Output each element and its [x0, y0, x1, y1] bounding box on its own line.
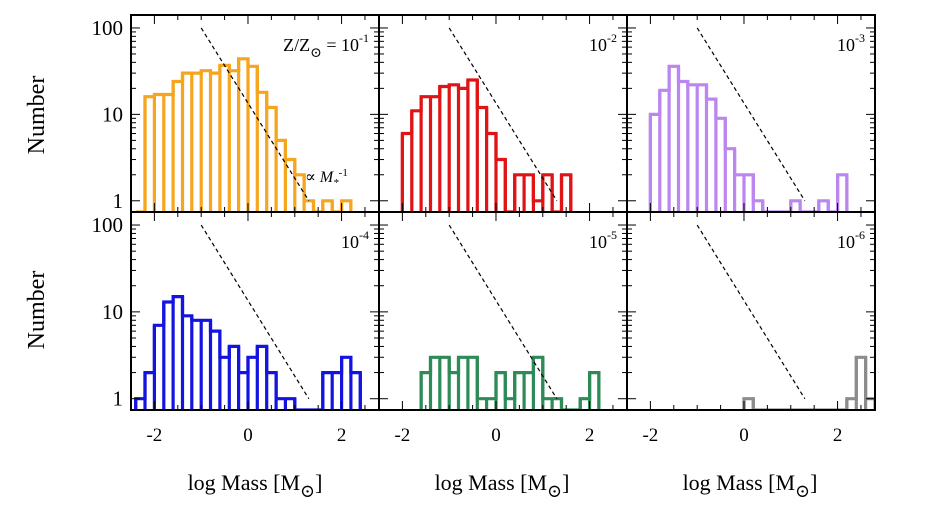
histogram-bin-edges [400, 80, 573, 212]
x-tick-label: 2 [337, 425, 347, 446]
reference-line [696, 224, 806, 400]
metallicity-exponent: -1 [359, 31, 369, 45]
x-axis-label-middle: log Mass [M⊙] [435, 470, 570, 501]
histogram-bin-edges [648, 66, 849, 212]
y-tick-label: 1 [113, 189, 124, 213]
x-tick-label: 2 [585, 425, 595, 446]
metallicity-label: Z/Z⊙ = 10-1 [283, 31, 369, 61]
annotation-text: ∝ M [305, 169, 335, 186]
panel-Z=1e-2: 10-2 [378, 14, 628, 213]
panel-Z=1e-6: -2 0 2 10-6 [626, 211, 876, 446]
x-tick-label: 0 [491, 425, 501, 446]
reference-line [200, 224, 310, 400]
metallicity-label: 10-3 [837, 31, 865, 55]
metallicity-base: 10 [589, 232, 607, 252]
x-axis-label-left: log Mass [M⊙] [188, 470, 323, 501]
panel-Z=1e-3: 10-3 [626, 14, 876, 213]
histogram-bin-edges [143, 58, 353, 212]
x-axis-label-text: log Mass [M [683, 470, 795, 495]
y-axis-label-bottom: Number [24, 271, 50, 350]
histogram-bin-edges [742, 357, 875, 410]
sun-symbol-icon: ⊙ [300, 481, 315, 501]
histogram-bars [419, 355, 601, 410]
y-tick-label: 10 [102, 300, 123, 324]
x-axis-label-close: ] [315, 470, 322, 495]
y-tick-label: 10 [102, 102, 123, 126]
metallicity-exponent: -2 [607, 31, 617, 45]
histogram-bin-edges [134, 296, 362, 410]
x-tick-label: -2 [394, 425, 410, 446]
metallicity-base: 10 [837, 35, 855, 55]
sun-symbol-icon: ⊙ [795, 481, 810, 501]
metallicity-exponent: -3 [855, 31, 865, 45]
x-tick-label: 2 [833, 425, 843, 446]
metallicity-exponent: -4 [359, 228, 369, 242]
histogram-bars [648, 64, 849, 212]
histogram-bars [400, 78, 573, 212]
reference-line [200, 27, 310, 202]
y-tick-label: 1 [113, 387, 124, 411]
x-axis-label-text: log Mass [M [188, 470, 300, 495]
power-law-annotation: ∝ M*-1 [305, 167, 348, 189]
y-tick-label: 100 [92, 213, 124, 237]
metallicity-label: 10-6 [837, 228, 865, 252]
reference-line [696, 27, 806, 202]
x-tick-label: -2 [146, 425, 162, 446]
x-tick-label: 0 [243, 425, 253, 446]
x-tick-label: -2 [642, 425, 658, 446]
histogram-bars [135, 57, 353, 212]
sun-symbol-icon: ⊙ [547, 481, 562, 501]
metallicity-base: 10 [341, 232, 359, 252]
x-axis-label-text: log Mass [M [435, 470, 547, 495]
x-axis-label-close: ] [562, 470, 569, 495]
metallicity-equals: = [322, 35, 341, 55]
sun-symbol-icon: ⊙ [310, 46, 322, 61]
panel-frame [626, 211, 876, 411]
histogram-bars [742, 355, 875, 410]
panel-Z=1e-5: -2 0 2 10-5 [378, 211, 628, 446]
metallicity-exponent: -6 [855, 228, 865, 242]
histogram-bin-edges [419, 357, 601, 410]
x-axis-label-right: log Mass [M⊙] [683, 470, 818, 501]
x-tick-label: 0 [739, 425, 749, 446]
y-tick-label: 100 [92, 16, 124, 40]
metallicity-label: 10-4 [341, 228, 369, 252]
reference-line [448, 224, 558, 400]
metallicity-exponent: -5 [607, 228, 617, 242]
annotation-subscript: * [333, 177, 339, 189]
metallicity-base: 10 [341, 35, 359, 55]
metallicity-label: 10-5 [589, 228, 617, 252]
metallicity-base: 10 [589, 35, 607, 55]
y-axis-label-top: Number [24, 76, 50, 155]
metallicity-base: 10 [837, 232, 855, 252]
reference-line [448, 27, 558, 202]
metallicity-prefix: Z/Z [283, 35, 310, 55]
annotation-exponent: -1 [339, 167, 348, 179]
histogram-outline [135, 57, 353, 212]
x-axis-label-close: ] [810, 470, 817, 495]
metallicity-label: 10-2 [589, 31, 617, 55]
histogram-outline [742, 355, 875, 410]
histogram-bars [134, 295, 362, 410]
